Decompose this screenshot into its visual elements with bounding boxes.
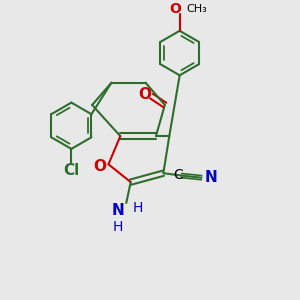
Text: C: C — [173, 168, 183, 182]
Text: H: H — [133, 201, 143, 215]
Text: Cl: Cl — [63, 163, 80, 178]
Text: CH₃: CH₃ — [186, 4, 207, 14]
Text: O: O — [94, 159, 107, 174]
Text: N: N — [112, 203, 124, 218]
Text: H: H — [113, 220, 123, 234]
Text: O: O — [169, 2, 181, 16]
Text: O: O — [139, 87, 152, 102]
Text: N: N — [205, 170, 217, 185]
